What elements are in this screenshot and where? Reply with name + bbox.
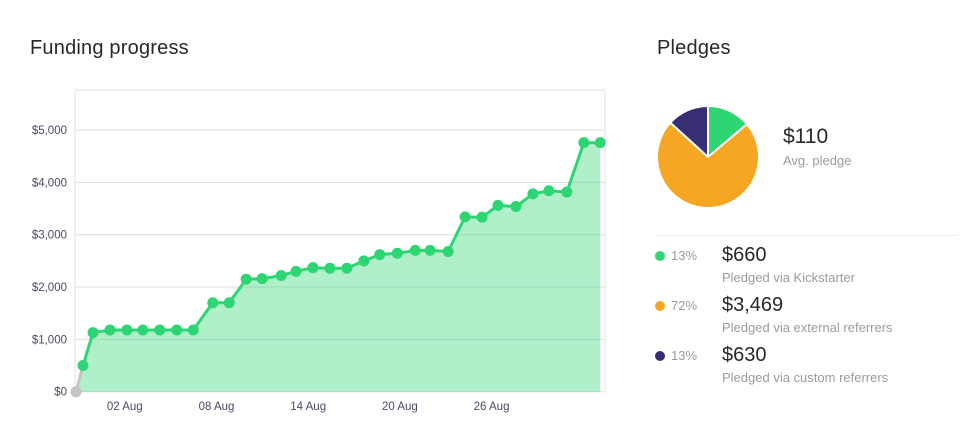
data-point[interactable] xyxy=(137,324,149,336)
funding-progress-chart[interactable]: $0 $1,000 $2,000 $3,000 $4,000 $5,000 02 Aug 08… xyxy=(0,80,650,425)
y-axis-tick-label: $3,000 xyxy=(32,230,67,242)
data-point[interactable] xyxy=(409,244,421,256)
legend-value: $630 Pledged via custom referrers xyxy=(722,344,889,386)
x-axis-tick-label: 02 Aug xyxy=(107,401,143,413)
legend-value: $3,469 Pledged via external referrers xyxy=(722,294,893,336)
data-point[interactable] xyxy=(324,262,336,274)
pie-slice[interactable] xyxy=(656,121,760,209)
data-point[interactable] xyxy=(171,324,183,336)
external-desc: Pledged via external referrers xyxy=(722,320,893,335)
data-point[interactable] xyxy=(594,137,606,149)
pledges-pie-chart[interactable] xyxy=(650,100,768,218)
kickstarter-dot-icon xyxy=(655,250,665,261)
legend-row-kickstarter: 13% $660 Pledged via Kickstarter xyxy=(655,245,967,285)
external-pct: 72% xyxy=(671,298,698,313)
data-point[interactable] xyxy=(578,137,590,149)
custom-dot-icon xyxy=(655,350,665,361)
custom-desc: Pledged via custom referrers xyxy=(722,370,889,385)
x-axis-tick-label: 26 Aug xyxy=(474,401,510,413)
y-axis-tick-label: $4,000 xyxy=(32,177,67,189)
avg-pledge-stat: $110 Avg. pledge xyxy=(783,125,851,168)
y-axis-tick-label: $2,000 xyxy=(32,282,67,294)
funding-area-fill xyxy=(76,142,601,392)
data-point[interactable] xyxy=(275,270,287,282)
avg-pledge-value: $110 xyxy=(783,125,829,148)
funding-progress-title: Funding progress xyxy=(30,37,189,60)
data-point[interactable] xyxy=(527,188,539,200)
kickstarter-desc: Pledged via Kickstarter xyxy=(722,270,855,285)
y-axis-tick-label: $5,000 xyxy=(32,125,67,137)
data-point[interactable] xyxy=(424,244,436,256)
data-point[interactable] xyxy=(87,327,99,339)
y-axis-tick-label: $0 xyxy=(54,387,67,399)
data-point[interactable] xyxy=(187,324,199,336)
data-point[interactable] xyxy=(442,245,454,257)
kickstarter-amount: $660 xyxy=(722,244,767,266)
avg-pledge-label: Avg. pledge xyxy=(783,153,852,168)
data-point[interactable] xyxy=(391,247,403,259)
data-point[interactable] xyxy=(459,211,471,223)
legend-key: 13% xyxy=(655,345,722,366)
data-point[interactable] xyxy=(561,186,573,198)
x-axis-tick-label: 20 Aug xyxy=(382,401,418,413)
legend-key: 72% xyxy=(655,295,722,316)
data-point[interactable] xyxy=(121,324,133,336)
data-point[interactable] xyxy=(207,297,219,309)
data-point[interactable] xyxy=(543,185,555,197)
pie-slice[interactable] xyxy=(669,105,709,158)
legend-row-custom: 13% $630 Pledged via custom referrers xyxy=(655,345,967,385)
legend-key: 13% xyxy=(655,245,722,266)
data-point[interactable] xyxy=(240,273,252,285)
data-point[interactable] xyxy=(256,273,268,285)
pledges-legend: 13% $660 Pledged via Kickstarter 72% $3,… xyxy=(655,245,967,395)
external-amount: $3,469 xyxy=(722,294,784,316)
data-point[interactable] xyxy=(358,255,370,267)
data-point[interactable] xyxy=(341,262,353,274)
data-point[interactable] xyxy=(492,199,504,211)
custom-amount: $630 xyxy=(722,344,767,366)
data-point[interactable] xyxy=(154,324,166,336)
custom-pct: 13% xyxy=(671,348,698,363)
data-point[interactable] xyxy=(476,211,488,223)
legend-row-external: 72% $3,469 Pledged via external referrer… xyxy=(655,295,967,335)
data-point[interactable] xyxy=(223,297,235,309)
data-point[interactable] xyxy=(510,200,522,212)
data-point[interactable] xyxy=(77,360,89,372)
external-dot-icon xyxy=(655,300,665,311)
x-axis-tick-label: 08 Aug xyxy=(199,401,235,413)
data-point[interactable] xyxy=(104,324,116,336)
x-axis-tick-label: 14 Aug xyxy=(290,401,326,413)
legend-value: $660 Pledged via Kickstarter xyxy=(722,244,855,286)
data-point[interactable] xyxy=(374,249,386,261)
data-point[interactable] xyxy=(307,262,319,274)
legend-divider xyxy=(655,235,958,236)
pledges-title: Pledges xyxy=(657,37,731,60)
kickstarter-pct: 13% xyxy=(671,248,698,263)
data-point[interactable] xyxy=(290,265,302,277)
y-axis-tick-label: $1,000 xyxy=(32,334,67,346)
data-point[interactable] xyxy=(70,386,82,398)
